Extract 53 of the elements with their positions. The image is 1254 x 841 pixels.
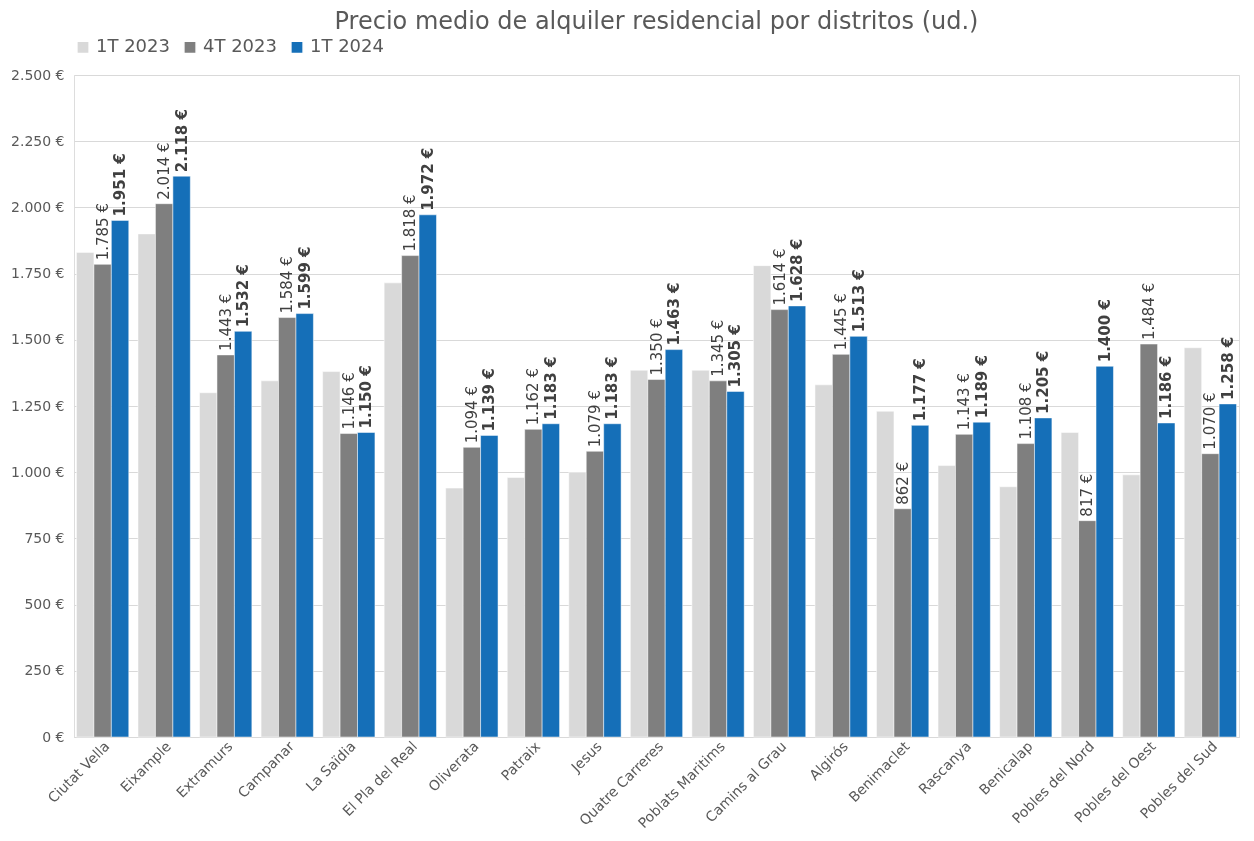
data-label: 1.183 €	[603, 356, 622, 420]
data-label: 1.584 €	[278, 256, 297, 314]
data-label: 1.599 €	[295, 246, 314, 310]
data-label: 1.614 €	[770, 248, 789, 306]
data-label: 1.189 €	[972, 355, 991, 419]
chart-title: Precio medio de alquiler residencial por distritos (ud.)	[334, 7, 979, 35]
legend-label: 1T 2023	[96, 35, 170, 57]
data-label: 1.162 €	[524, 368, 543, 426]
data-label: 1.818 €	[401, 194, 420, 252]
data-label: 1.484 €	[1139, 282, 1158, 341]
data-label: 1.146 €	[339, 372, 358, 430]
data-label: 2.118 €	[172, 109, 191, 173]
data-label: 1.350 €	[647, 318, 666, 376]
data-label: 1.139 €	[480, 368, 499, 432]
data-label: 1.143 €	[955, 373, 974, 431]
y-tick-label: 1.000 €	[11, 463, 65, 480]
legend-label: 4T 2023	[203, 35, 277, 57]
data-label: 1.345 €	[709, 319, 728, 377]
data-label: 1.177 €	[911, 358, 930, 422]
data-label: 862 €	[893, 461, 912, 505]
data-label: 1.445 €	[832, 293, 851, 351]
y-tick-label: 500 €	[24, 596, 65, 613]
data-label: 1.305 €	[726, 324, 745, 388]
data-label: 1.628 €	[788, 238, 807, 302]
data-label: 1.108 €	[1016, 382, 1035, 440]
data-label: 1.205 €	[1034, 350, 1053, 414]
data-label: 817 €	[1078, 473, 1097, 517]
y-tick-label: 2.250 €	[11, 132, 65, 149]
y-tick-label: 750 €	[24, 529, 65, 546]
data-label: 1.258 €	[1218, 336, 1237, 400]
y-tick-label: 1.250 €	[11, 397, 65, 414]
data-label: 1.785 €	[93, 203, 112, 261]
legend-label: 1T 2024	[310, 35, 384, 57]
data-label: 1.183 €	[541, 356, 560, 420]
data-label: 1.150 €	[357, 365, 376, 429]
data-label: 1.094 €	[462, 386, 481, 444]
data-label: 1.972 €	[418, 147, 437, 211]
y-tick-label: 1.500 €	[11, 331, 65, 348]
data-label: 1.951 €	[111, 153, 130, 217]
data-label: 1.532 €	[234, 264, 253, 328]
y-tick-label: 0 €	[42, 728, 65, 745]
y-tick-label: 2.500 €	[11, 66, 65, 83]
data-label: 1.463 €	[664, 282, 683, 346]
data-label: 2.014 €	[155, 142, 174, 200]
data-label: 1.070 €	[1201, 392, 1220, 450]
y-tick-label: 2.000 €	[11, 198, 65, 215]
data-label: 1.400 €	[1095, 299, 1114, 363]
data-label: 1.443 €	[216, 293, 235, 351]
y-tick-label: 1.750 €	[11, 265, 65, 282]
data-label: 1.513 €	[849, 269, 868, 333]
data-label: 1.079 €	[585, 390, 604, 448]
y-tick-label: 250 €	[24, 662, 65, 679]
data-label: 1.186 €	[1157, 355, 1176, 419]
